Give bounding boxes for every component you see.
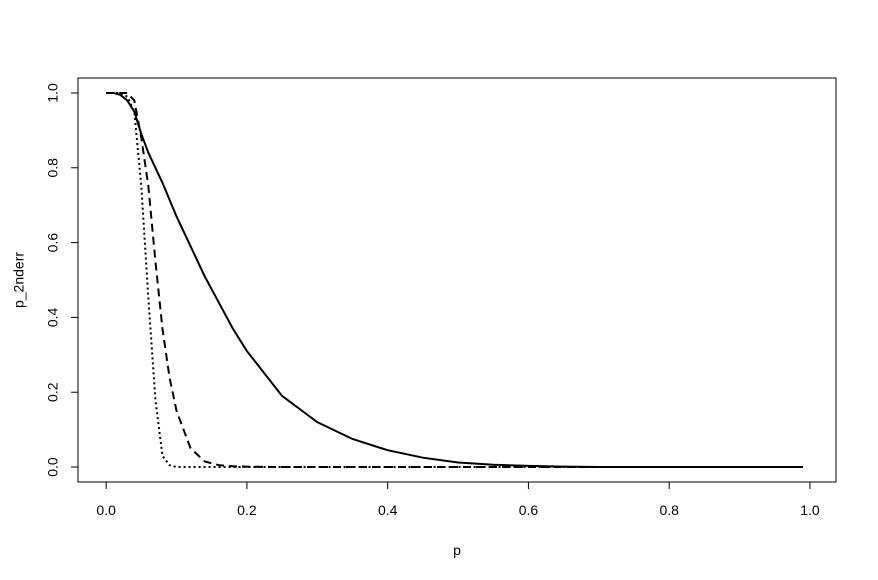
- x-tick-label: 1.0: [800, 502, 820, 518]
- x-tick-label: 0.8: [659, 502, 679, 518]
- y-tick-label: 0.2: [45, 382, 61, 402]
- x-axis-label: p: [453, 542, 461, 558]
- y-tick-label: 0.8: [45, 158, 61, 178]
- plot-frame: [77, 77, 837, 483]
- y-axis-label: p_2nderr: [11, 252, 27, 308]
- x-tick-label: 0.0: [96, 502, 116, 518]
- x-tick-label: 0.4: [378, 502, 398, 518]
- line-series: [106, 91, 803, 469]
- y-tick-label: 0.6: [45, 233, 61, 253]
- line-series: [106, 91, 803, 469]
- y-tick-label: 0.4: [45, 307, 61, 327]
- x-tick-label: 0.6: [519, 502, 539, 518]
- line-series: [106, 91, 803, 469]
- y-tick-label: 0.0: [45, 457, 61, 477]
- x-tick-label: 0.2: [237, 502, 257, 518]
- y-tick-label: 1.0: [45, 83, 61, 103]
